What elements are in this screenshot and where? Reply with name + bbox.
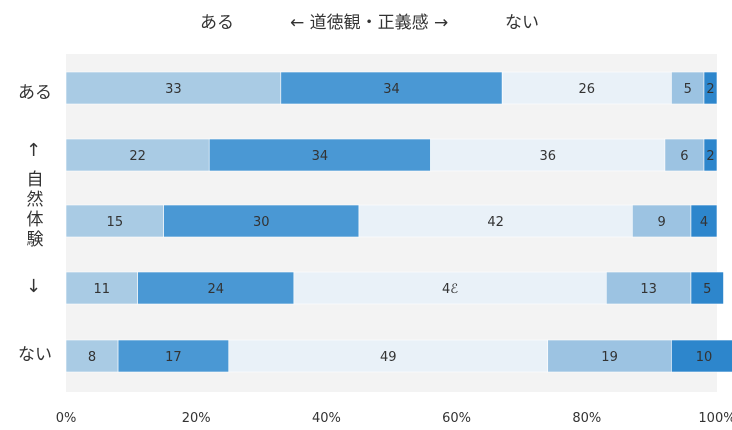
data-label-r1-s1: 33 xyxy=(165,82,182,97)
title-center-label: ← 道徳観・正義感 → xyxy=(290,13,449,33)
data-label-r4-s3: 4ℰ xyxy=(442,282,458,297)
bar-segment-r3-s1 xyxy=(65,204,164,238)
title-left-label: ある xyxy=(200,13,234,33)
bar-segment-r4-s3 xyxy=(293,271,607,305)
data-label-r2-s4: 6 xyxy=(680,149,688,164)
bar-segment-r4-s4 xyxy=(606,271,692,305)
chart-title: ある ← 道徳観・正義感 → ない xyxy=(200,8,560,34)
x-tick-label: 60% xyxy=(442,411,471,426)
x-tick-label: 100% xyxy=(698,411,732,426)
bar-segment-r4-s1 xyxy=(65,271,138,305)
bar-segment-r4-s5 xyxy=(690,271,724,305)
bar-segment-r2-s5 xyxy=(703,138,718,172)
bar-segment-r1-s1 xyxy=(65,71,282,105)
bar-segment-r5-s3 xyxy=(228,339,549,373)
data-label-r1-s4: 5 xyxy=(684,82,692,97)
data-label-r2-s5: 2 xyxy=(706,149,714,164)
data-label-r3-s4: 9 xyxy=(658,215,666,230)
data-label-r1-s5: 2 xyxy=(706,82,714,97)
bar-segment-r2-s2 xyxy=(208,138,431,172)
bar-segment-r3-s3 xyxy=(358,204,633,238)
x-tick-label: 80% xyxy=(572,411,601,426)
data-label-r4-s5: 5 xyxy=(703,282,711,297)
data-label-r5-s3: 49 xyxy=(380,350,397,365)
data-label-r3-s3: 42 xyxy=(487,215,504,230)
bar-segment-r5-s1 xyxy=(65,339,119,373)
y-down-arrow: ↓ xyxy=(26,276,42,297)
x-tick-label: 0% xyxy=(56,411,77,426)
y-axis-label: 自然体験 xyxy=(26,170,44,250)
bar-segment-r1-s2 xyxy=(280,71,503,105)
bar-segment-r3-s4 xyxy=(632,204,692,238)
bar-segment-r5-s4 xyxy=(547,339,672,373)
data-label-r1-s2: 34 xyxy=(383,82,400,97)
bar-segment-r3-s5 xyxy=(690,204,718,238)
data-label-r3-s1: 15 xyxy=(107,215,124,230)
title-right-label: ない xyxy=(505,13,539,33)
data-label-r4-s4: 13 xyxy=(640,282,657,297)
data-label-r5-s4: 19 xyxy=(601,350,618,365)
bar-segment-r5-s2 xyxy=(117,339,230,373)
bar-segment-r5-s5 xyxy=(671,339,732,373)
bar-segment-r4-s2 xyxy=(137,271,295,305)
data-label-r5-s2: 17 xyxy=(165,350,182,365)
bar-segment-r2-s4 xyxy=(664,138,705,172)
data-label-r5-s1: 8 xyxy=(88,350,96,365)
x-tick-label: 40% xyxy=(312,411,341,426)
bar-segment-r2-s1 xyxy=(65,138,210,172)
data-label-r2-s3: 36 xyxy=(539,149,556,164)
data-label-r2-s1: 22 xyxy=(129,149,146,164)
data-label-r2-s2: 34 xyxy=(312,149,329,164)
data-label-r3-s2: 30 xyxy=(253,215,270,230)
bar-segment-r2-s3 xyxy=(430,138,666,172)
data-label-r4-s2: 24 xyxy=(207,282,224,297)
y-up-arrow: ↑ xyxy=(26,140,42,161)
bar-segment-r1-s5 xyxy=(703,71,718,105)
y-top-label: ある xyxy=(18,83,52,103)
data-label-r3-s5: 4 xyxy=(700,215,708,230)
bar-segment-r3-s2 xyxy=(163,204,360,238)
data-label-r5-s5: 10 xyxy=(696,350,713,365)
data-label-r1-s3: 26 xyxy=(579,82,596,97)
data-label-r4-s1: 11 xyxy=(94,282,111,297)
x-tick-label: 20% xyxy=(182,411,211,426)
y-bottom-label: ない xyxy=(18,345,52,365)
